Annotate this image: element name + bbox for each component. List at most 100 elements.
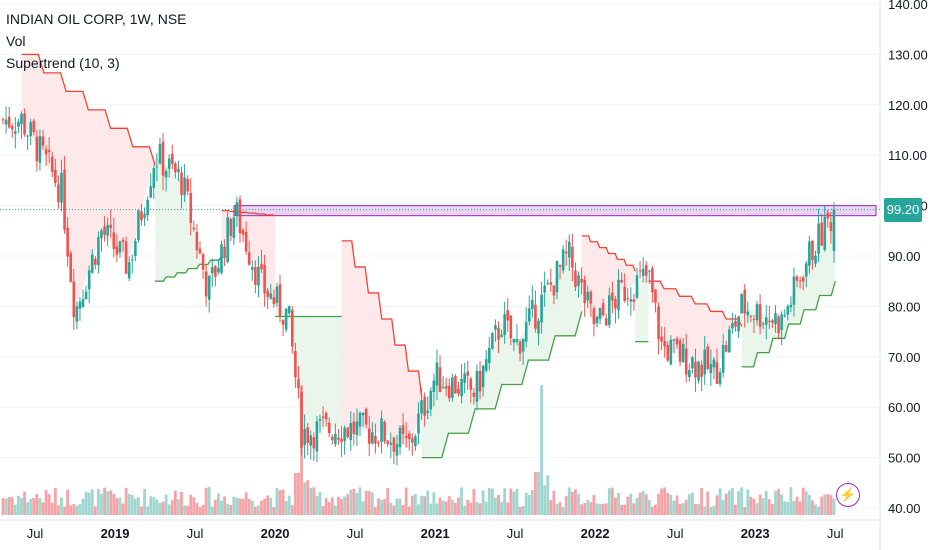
volume-bar: [72, 504, 76, 515]
volume-bar: [540, 385, 543, 515]
candle-body: [564, 251, 568, 254]
volume-bar: [343, 496, 347, 515]
candle-body: [614, 299, 617, 309]
volume-bar: [506, 502, 510, 515]
candle-body: [761, 323, 765, 325]
volume-bar: [173, 490, 177, 515]
volume-bar: [383, 499, 387, 515]
candle-body: [651, 268, 654, 292]
volume-bar: [90, 489, 94, 515]
volume-bar: [804, 491, 808, 515]
volume-bar: [660, 488, 664, 515]
resistance-zone-box: [234, 205, 877, 217]
volume-bar: [198, 506, 202, 515]
volume-bar: [293, 473, 297, 515]
candle-body: [432, 380, 436, 393]
candle-body: [204, 271, 208, 297]
volume-indicator-label[interactable]: Vol: [6, 33, 26, 49]
candle-body: [823, 216, 827, 250]
volume-bar: [318, 491, 322, 515]
volume-bar: [814, 504, 817, 515]
candle-body: [321, 416, 325, 418]
candle-body: [124, 241, 128, 274]
candle-body: [626, 298, 630, 300]
volume-bar: [543, 485, 547, 515]
candle-body: [20, 113, 23, 125]
supertrend-line: [421, 311, 583, 459]
candle-body: [592, 308, 596, 324]
volume-bar: [558, 502, 562, 515]
candle-body: [466, 371, 470, 376]
volume-bar: [195, 502, 199, 515]
volume-bar: [623, 504, 627, 515]
volume-bar: [823, 494, 827, 515]
volume-bar: [201, 505, 205, 515]
candle-body: [367, 428, 371, 444]
volume-bar: [460, 487, 463, 515]
candle-body: [669, 339, 673, 365]
symbol-title[interactable]: INDIAN OIL CORP, 1W, NSE: [6, 11, 187, 27]
volume-bar: [140, 506, 143, 515]
supertrend-fill: [581, 235, 636, 327]
volume-bar: [749, 496, 753, 515]
candle-body: [774, 313, 777, 325]
candle-body: [287, 306, 291, 314]
volume-bar: [626, 496, 630, 515]
volume-bar: [189, 494, 193, 515]
volume-bar: [731, 487, 734, 515]
volume-bar: [450, 499, 454, 515]
volume-bar: [275, 488, 279, 515]
volume-bar: [481, 490, 485, 515]
volume-bar: [509, 488, 513, 515]
candle-body: [84, 291, 88, 300]
candle-body: [112, 232, 116, 249]
candle-body: [515, 338, 519, 342]
volume-bar: [740, 487, 744, 515]
supertrend-indicator-label[interactable]: Supertrend (10, 3): [6, 55, 120, 71]
candle-body: [361, 412, 365, 416]
volume-bar: [832, 498, 836, 515]
chart-grid: [0, 0, 881, 550]
volume-bar: [38, 498, 42, 515]
volume-bar: [115, 498, 119, 515]
time-axis-label: 2019: [101, 526, 130, 541]
volume-bar: [697, 504, 700, 515]
candle-body: [189, 192, 193, 224]
volume-bar: [687, 494, 691, 515]
volume-bar: [586, 499, 590, 515]
volume-bar: [355, 492, 359, 515]
candle-body: [60, 172, 63, 203]
candle-body: [491, 333, 494, 349]
candle-body: [306, 427, 309, 444]
candle-body: [804, 263, 808, 277]
volume-bar: [641, 491, 645, 515]
candle-body: [447, 385, 451, 399]
volume-bar: [521, 506, 525, 515]
lightning-icon[interactable]: ⚡: [836, 483, 860, 507]
volume-bar: [217, 493, 220, 515]
volume-bar: [466, 500, 470, 515]
candle-body: [7, 116, 11, 128]
volume-bar: [497, 494, 500, 515]
candle-body: [266, 290, 269, 298]
supertrend-line: [341, 240, 423, 398]
volume-bar: [629, 493, 633, 515]
time-axis-label: 2020: [261, 526, 290, 541]
candle-body: [109, 224, 113, 229]
time-axis-label: 2022: [581, 526, 610, 541]
volume-bar: [401, 505, 405, 515]
volume-bar: [149, 496, 153, 515]
candle-body: [657, 306, 660, 340]
candle-body: [121, 239, 125, 242]
candle-body: [94, 258, 97, 265]
candle-body: [44, 149, 48, 155]
candle-body: [337, 437, 340, 440]
candle-body: [749, 315, 753, 317]
candle-body: [210, 267, 214, 274]
volume-bar: [16, 495, 20, 515]
volume-bar: [223, 496, 226, 515]
candle-body: [63, 169, 66, 230]
volume-bar: [426, 490, 430, 515]
price-axis-label: 50.00: [888, 451, 921, 466]
